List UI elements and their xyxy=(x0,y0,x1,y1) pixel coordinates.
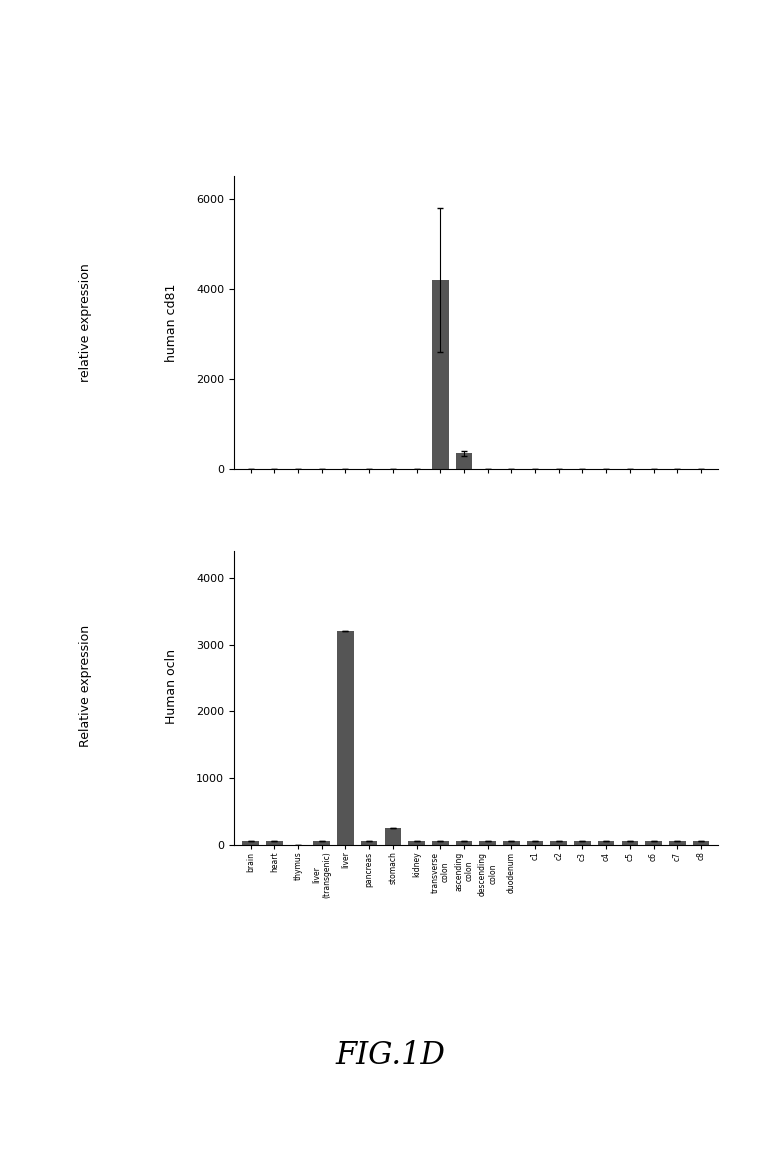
Bar xyxy=(266,841,282,845)
Text: FIG.1D: FIG.1D xyxy=(335,1040,445,1071)
Text: human cd81: human cd81 xyxy=(165,284,178,361)
Bar xyxy=(385,828,401,845)
Bar xyxy=(503,841,519,845)
Text: Relative expression: Relative expression xyxy=(80,625,92,747)
Bar xyxy=(243,841,259,845)
Bar xyxy=(645,841,662,845)
Bar xyxy=(456,454,472,469)
Bar xyxy=(622,841,638,845)
Bar xyxy=(361,841,378,845)
Text: relative expression: relative expression xyxy=(80,263,92,382)
Bar xyxy=(432,841,448,845)
Bar xyxy=(337,631,353,845)
Bar xyxy=(526,841,544,845)
Bar xyxy=(551,841,567,845)
Bar xyxy=(669,841,686,845)
Bar xyxy=(480,841,496,845)
Bar xyxy=(408,841,425,845)
Bar xyxy=(693,841,709,845)
Bar xyxy=(574,841,590,845)
Bar xyxy=(314,841,330,845)
Bar xyxy=(456,841,472,845)
Text: Human ocln: Human ocln xyxy=(165,649,178,724)
Bar xyxy=(432,279,448,469)
Bar xyxy=(598,841,615,845)
